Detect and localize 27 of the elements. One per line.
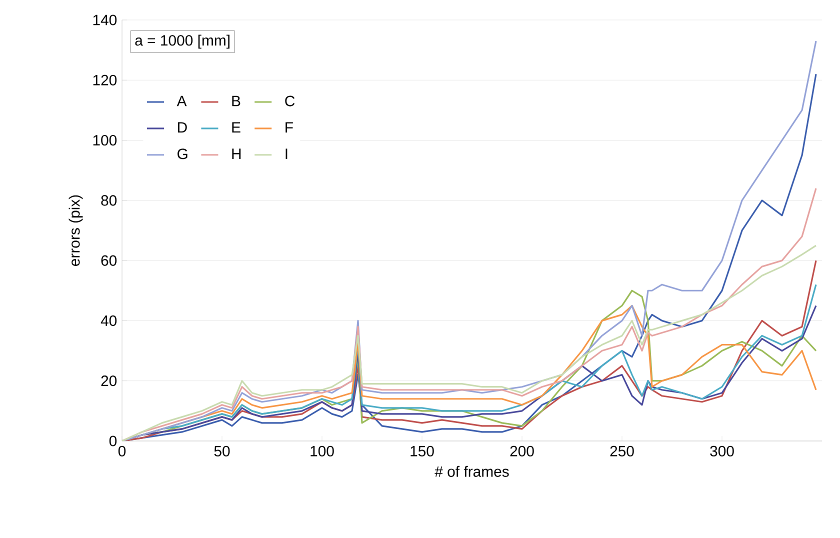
annotation: a = 1000 [mm] [135, 34, 230, 49]
y-tick-label: 60 [101, 255, 117, 266]
y-tick-label: 0 [109, 436, 117, 446]
y-axis-title: errors (pix) [68, 195, 83, 266]
legend-label: E [232, 122, 240, 133]
y-tick-label: 80 [101, 195, 117, 206]
y-tick-label: 20 [101, 376, 117, 386]
legend-label: H [232, 148, 241, 159]
x-tick-label: 0 [118, 446, 126, 456]
y-tick-label: 100 [93, 134, 117, 146]
x-tick-label: 300 [710, 446, 734, 456]
x-tick-label: 200 [510, 446, 534, 456]
legend-label: I [286, 148, 288, 159]
legend-label: D [178, 122, 187, 133]
legend-label: C [285, 96, 295, 106]
y-tick-label: 120 [93, 74, 117, 86]
legend-label: F [286, 122, 293, 133]
legend-label: G [178, 148, 188, 160]
x-tick-label: 250 [610, 446, 634, 456]
legend-label: A [176, 96, 187, 106]
x-axis-title: # of frames [434, 466, 509, 477]
x-tick-label: 150 [410, 446, 434, 456]
x-tick-label: 100 [310, 446, 334, 456]
y-tick-label: 40 [100, 315, 117, 326]
x-tick-label: 50 [214, 446, 230, 456]
y-tick-label: 140 [93, 14, 117, 26]
legend-label: B [232, 96, 240, 106]
